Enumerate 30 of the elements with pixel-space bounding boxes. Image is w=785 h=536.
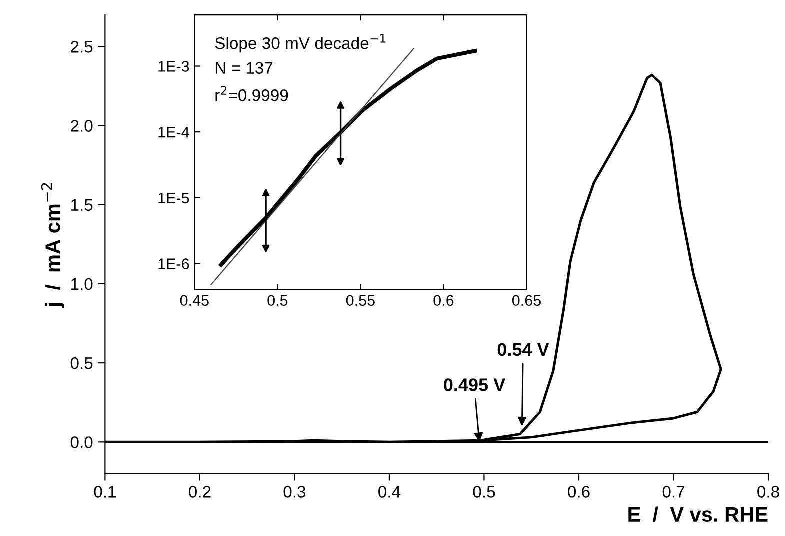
y-tick-label: 0.5 [70, 357, 93, 370]
x-tick-label: 0.45 [180, 295, 209, 306]
y-axis-title: j / mA cm$^{−2}$ [41, 183, 64, 308]
y-tick-label: 1E-6 [158, 258, 190, 270]
annotation: N = 137 [216, 62, 273, 74]
x-tick-label: 0.65 [512, 295, 541, 306]
x-tick-label: 0.5 [473, 486, 496, 498]
y-tick-label: 1.5 [71, 199, 93, 212]
annotation: 0.54 V [498, 343, 550, 356]
y-tick-label: 1E-4 [158, 127, 190, 138]
x-tick-label: 0.55 [346, 295, 375, 306]
x-tick-label: 0.6 [434, 295, 454, 306]
y-tick-label: 1.0 [71, 278, 93, 290]
x-tick-label: 0.3 [284, 486, 306, 498]
annotation: 0.495 V [444, 378, 506, 392]
annotation: r$^{2}$=0.9999 [216, 86, 288, 102]
x-axis-title: E / V vs. RHE [628, 506, 768, 522]
x-tick-label: 0.5 [268, 295, 288, 306]
annotation: Slope 30 mV decade$^{−1}$ [215, 34, 386, 53]
y-tick-label: 1E-5 [158, 192, 190, 204]
y-tick-label: 1E-3 [158, 61, 190, 72]
y-tick-label: 0.0 [70, 436, 93, 448]
x-tick-label: 0.2 [189, 486, 211, 498]
x-tick-label: 0.8 [758, 486, 780, 498]
x-tick-label: 0.1 [94, 486, 116, 498]
x-tick-label: 0.4 [378, 486, 401, 498]
y-tick-label: 2.5 [71, 41, 93, 53]
x-tick-label: 0.7 [662, 486, 685, 498]
x-tick-label: 0.6 [568, 486, 590, 498]
y-tick-label: 2.0 [71, 120, 93, 132]
